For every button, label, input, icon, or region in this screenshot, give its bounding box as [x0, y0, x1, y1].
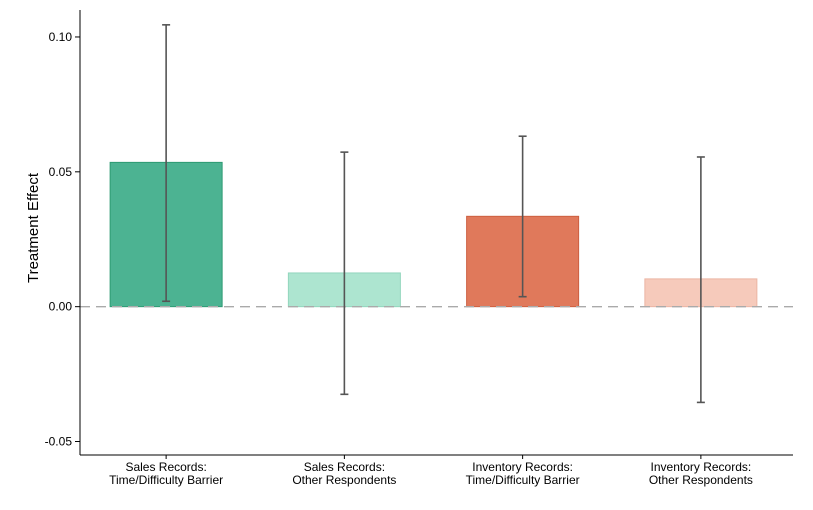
x-axis-category-labels: Sales Records:Time/Difficulty BarrierSal… — [109, 455, 753, 487]
y-tick-label: 0.05 — [49, 165, 73, 179]
x-category-label-line2: Time/Difficulty Barrier — [466, 473, 580, 487]
bars — [109, 161, 758, 308]
x-category-label-line1: Inventory Records: — [651, 460, 752, 474]
y-tick-label: 0.10 — [49, 30, 73, 44]
x-category-label-line1: Sales Records: — [125, 460, 206, 474]
x-category-label-line1: Inventory Records: — [472, 460, 573, 474]
y-tick-label: 0.00 — [49, 300, 73, 314]
y-tick-label: -0.05 — [45, 435, 73, 449]
x-category-label-line2: Time/Difficulty Barrier — [109, 473, 223, 487]
error-bars — [162, 24, 705, 404]
x-category-label-line1: Sales Records: — [304, 460, 385, 474]
y-axis-ticks: -0.05 0.00 0.05 0.10 — [45, 30, 80, 449]
y-axis-title: Treatment Effect — [25, 172, 42, 283]
y-axis-label: Treatment Effect — [25, 172, 42, 283]
x-category-label-line2: Other Respondents — [649, 473, 753, 487]
x-category-label-line2: Other Respondents — [292, 473, 396, 487]
